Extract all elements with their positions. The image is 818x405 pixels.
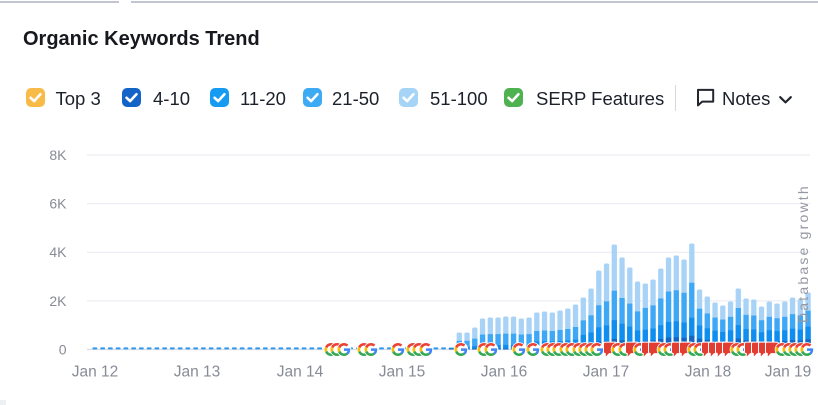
svg-text:Jan 19: Jan 19 [765,364,812,381]
svg-text:0: 0 [59,342,67,358]
svg-text:6K: 6K [49,196,67,212]
svg-text:8K: 8K [49,147,67,163]
svg-text:2K: 2K [49,293,67,309]
svg-text:Jan 15: Jan 15 [379,364,426,381]
svg-text:Jan 17: Jan 17 [583,364,630,381]
svg-text:Jan 18: Jan 18 [685,364,732,381]
svg-text:Jan 13: Jan 13 [174,364,221,381]
svg-text:Jan 14: Jan 14 [277,364,324,381]
svg-text:4K: 4K [49,244,67,260]
svg-text:Jan 12: Jan 12 [72,364,119,381]
svg-text:Jan 16: Jan 16 [481,364,528,381]
